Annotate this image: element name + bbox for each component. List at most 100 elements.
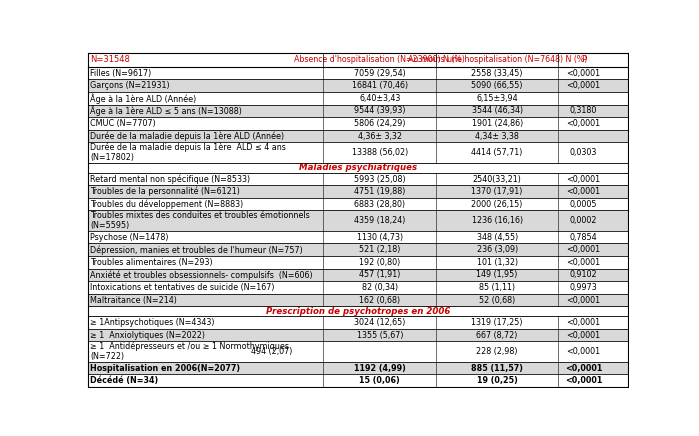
Text: Retard mental non spécifique (N=8533): Retard mental non spécifique (N=8533) (90, 174, 250, 184)
Text: 7059 (29,54): 7059 (29,54) (354, 68, 405, 78)
Bar (89, 316, 628, 329)
Bar (89, 307, 628, 316)
Bar (89, 211, 628, 231)
Text: 149 (1,95): 149 (1,95) (477, 270, 518, 279)
Text: ≥ 1  Anxiolytiques (N=2022): ≥ 1 Anxiolytiques (N=2022) (90, 330, 205, 340)
Text: 85 (1,11): 85 (1,11) (479, 283, 515, 292)
Text: <0,0001: <0,0001 (565, 376, 603, 385)
Bar (89, 269, 628, 281)
Text: 1370 (17,91): 1370 (17,91) (472, 187, 523, 196)
Text: 0,9102: 0,9102 (570, 270, 598, 279)
Text: Troubles de la personnalité (N=6121): Troubles de la personnalité (N=6121) (90, 187, 240, 196)
Text: 0,0005: 0,0005 (570, 200, 597, 209)
Text: Absence d'hospitalisation (N=23900) N (%): Absence d'hospitalisation (N=23900) N (%… (294, 55, 466, 65)
Text: 6,15±3,94: 6,15±3,94 (476, 94, 518, 103)
Text: Dépression, manies et troubles de l'humeur (N=757): Dépression, manies et troubles de l'hume… (90, 245, 303, 255)
Bar (89, 173, 628, 185)
Text: 236 (3,09): 236 (3,09) (477, 245, 518, 254)
Text: 9544 (39,93): 9544 (39,93) (354, 106, 405, 116)
Text: 5993 (25,08): 5993 (25,08) (354, 174, 405, 184)
Text: <0,0001: <0,0001 (566, 187, 600, 196)
Text: 6,40±3,43: 6,40±3,43 (359, 94, 401, 103)
Text: 0,3180: 0,3180 (570, 106, 597, 116)
Bar (89, 281, 628, 294)
Text: <0,0001: <0,0001 (566, 174, 600, 184)
Text: 3544 (46,34): 3544 (46,34) (472, 106, 523, 116)
Text: 13388 (56,02): 13388 (56,02) (352, 148, 408, 157)
Text: 16841 (70,46): 16841 (70,46) (352, 81, 408, 90)
Text: 228 (2,98): 228 (2,98) (477, 347, 518, 356)
Bar (89, 117, 628, 130)
Text: 667 (8,72): 667 (8,72) (477, 330, 518, 340)
Bar (89, 231, 628, 243)
Text: Durée de la maladie depuis la 1ère ALD (Année): Durée de la maladie depuis la 1ère ALD (… (90, 131, 284, 141)
Text: 1319 (17,25): 1319 (17,25) (471, 318, 523, 327)
Text: 82 (0,34): 82 (0,34) (362, 283, 398, 292)
Text: 1130 (4,73): 1130 (4,73) (356, 233, 403, 242)
Text: 15 (0,06): 15 (0,06) (359, 376, 401, 385)
Text: Maladies psychiatriques: Maladies psychiatriques (299, 163, 417, 172)
Text: 4,34± 3,38: 4,34± 3,38 (475, 132, 519, 140)
Bar (89, 67, 628, 79)
Text: 348 (4,55): 348 (4,55) (477, 233, 518, 242)
Text: Troubles du développement (N=8883): Troubles du développement (N=8883) (90, 199, 243, 209)
Text: <0,0001: <0,0001 (566, 296, 600, 305)
Text: Troubles alimentaires (N=293): Troubles alimentaires (N=293) (90, 258, 212, 267)
Text: ≥ 1Antipsychotiques (N=4343): ≥ 1Antipsychotiques (N=4343) (90, 318, 215, 327)
Text: Troubles mixtes des conduites et troubles émotionnels
(N=5595): Troubles mixtes des conduites et trouble… (90, 211, 310, 230)
Text: <0,0001: <0,0001 (566, 258, 600, 267)
Bar (89, 142, 628, 163)
Text: 521 (2,18): 521 (2,18) (359, 245, 401, 254)
Text: Décédé (N=34): Décédé (N=34) (90, 376, 159, 385)
Bar (89, 256, 628, 269)
Text: 3024 (12,65): 3024 (12,65) (354, 318, 405, 327)
Text: Intoxications et tentatives de suicide (N=167): Intoxications et tentatives de suicide (… (90, 283, 275, 292)
Text: Maltraitance (N=214): Maltraitance (N=214) (90, 296, 177, 305)
Text: CMUC (N=7707): CMUC (N=7707) (90, 119, 156, 128)
Text: 1901 (24,86): 1901 (24,86) (472, 119, 523, 128)
Text: Anxiété et troubles obsessionnels- compulsifs  (N=606): Anxiété et troubles obsessionnels- compu… (90, 270, 312, 279)
Text: 0,9973: 0,9973 (570, 283, 598, 292)
Text: N=31548: N=31548 (90, 55, 130, 65)
Text: Âge à la 1ère ALD (Année): Âge à la 1ère ALD (Année) (90, 93, 196, 104)
Text: 5806 (24,29): 5806 (24,29) (354, 119, 405, 128)
Text: 2540(33,21): 2540(33,21) (473, 174, 521, 184)
Text: 192 (0,80): 192 (0,80) (359, 258, 401, 267)
Text: 1236 (16,16): 1236 (16,16) (472, 216, 523, 225)
Text: Garçons (N=21931): Garçons (N=21931) (90, 81, 170, 90)
Bar (89, 185, 628, 198)
Text: 457 (1,91): 457 (1,91) (359, 270, 401, 279)
Text: 162 (0,68): 162 (0,68) (359, 296, 401, 305)
Text: 2558 (33,45): 2558 (33,45) (471, 68, 523, 78)
Text: 1192 (4,99): 1192 (4,99) (354, 364, 405, 373)
Text: 19 (0,25): 19 (0,25) (477, 376, 518, 385)
Text: Au moins une hospitalisation (N=7648) N (%): Au moins une hospitalisation (N=7648) N … (408, 55, 586, 65)
Text: Hospitalisation en 2006(N=2077): Hospitalisation en 2006(N=2077) (90, 364, 240, 373)
Text: 4,36± 3,32: 4,36± 3,32 (358, 132, 402, 140)
Bar (89, 130, 628, 142)
Bar (89, 375, 628, 387)
Text: <0,0001: <0,0001 (566, 119, 600, 128)
Text: 6883 (28,80): 6883 (28,80) (354, 200, 405, 209)
Bar (89, 362, 628, 375)
Bar (89, 53, 628, 67)
Bar (89, 79, 628, 92)
Text: <0,0001: <0,0001 (566, 318, 600, 327)
Text: 494 (2,07): 494 (2,07) (251, 347, 292, 356)
Text: 4359 (18,24): 4359 (18,24) (354, 216, 405, 225)
Text: 4751 (19,88): 4751 (19,88) (354, 187, 405, 196)
Text: <0,0001: <0,0001 (566, 330, 600, 340)
Bar (89, 163, 628, 173)
Bar (89, 329, 628, 341)
Text: P: P (581, 55, 586, 65)
Text: Durée de la maladie depuis la 1ère  ALD ≤ 4 ans
(N=17802): Durée de la maladie depuis la 1ère ALD ≤… (90, 143, 286, 162)
Text: Psychose (N=1478): Psychose (N=1478) (90, 233, 168, 242)
Text: 885 (11,57): 885 (11,57) (471, 364, 523, 373)
Bar (89, 92, 628, 105)
Text: <0,0001: <0,0001 (565, 364, 603, 373)
Bar (89, 294, 628, 307)
Text: 0,0002: 0,0002 (570, 216, 597, 225)
Text: 0,0303: 0,0303 (570, 148, 597, 157)
Text: 101 (1,32): 101 (1,32) (477, 258, 518, 267)
Text: 1355 (5,67): 1355 (5,67) (356, 330, 403, 340)
